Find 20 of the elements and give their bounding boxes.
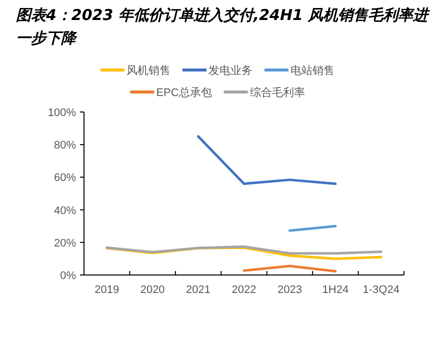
legend-label: 综合毛利率 [250, 86, 305, 99]
chart-title: 图表4：2023 年低价订单进入交付,24H1 风机销售毛利率进一步下降 [16, 5, 431, 49]
y-tick-label: 80% [54, 140, 76, 152]
y-tick-label: 40% [54, 204, 76, 217]
legend-label: 风机销售 [126, 65, 170, 77]
legend-label: EPC总承包 [156, 86, 212, 99]
x-tick-label: 2023 [277, 284, 302, 296]
x-tick-label: 1H24 [322, 284, 349, 296]
legend-label: 发电业务 [208, 64, 252, 77]
x-tick-label: 2019 [94, 284, 120, 296]
y-tick-label: 100% [48, 107, 76, 119]
legend-label: 电站销售 [290, 64, 334, 77]
y-tick-label: 20% [54, 237, 76, 250]
x-tick-label: 2022 [232, 284, 256, 296]
y-tick-label: 0% [60, 270, 76, 282]
x-tick-label: 2021 [186, 284, 211, 296]
y-tick-label: 60% [54, 172, 76, 184]
x-tick-label: 1-3Q24 [362, 284, 400, 296]
x-tick-label: 2020 [140, 284, 165, 296]
line-series [106, 245, 382, 255]
